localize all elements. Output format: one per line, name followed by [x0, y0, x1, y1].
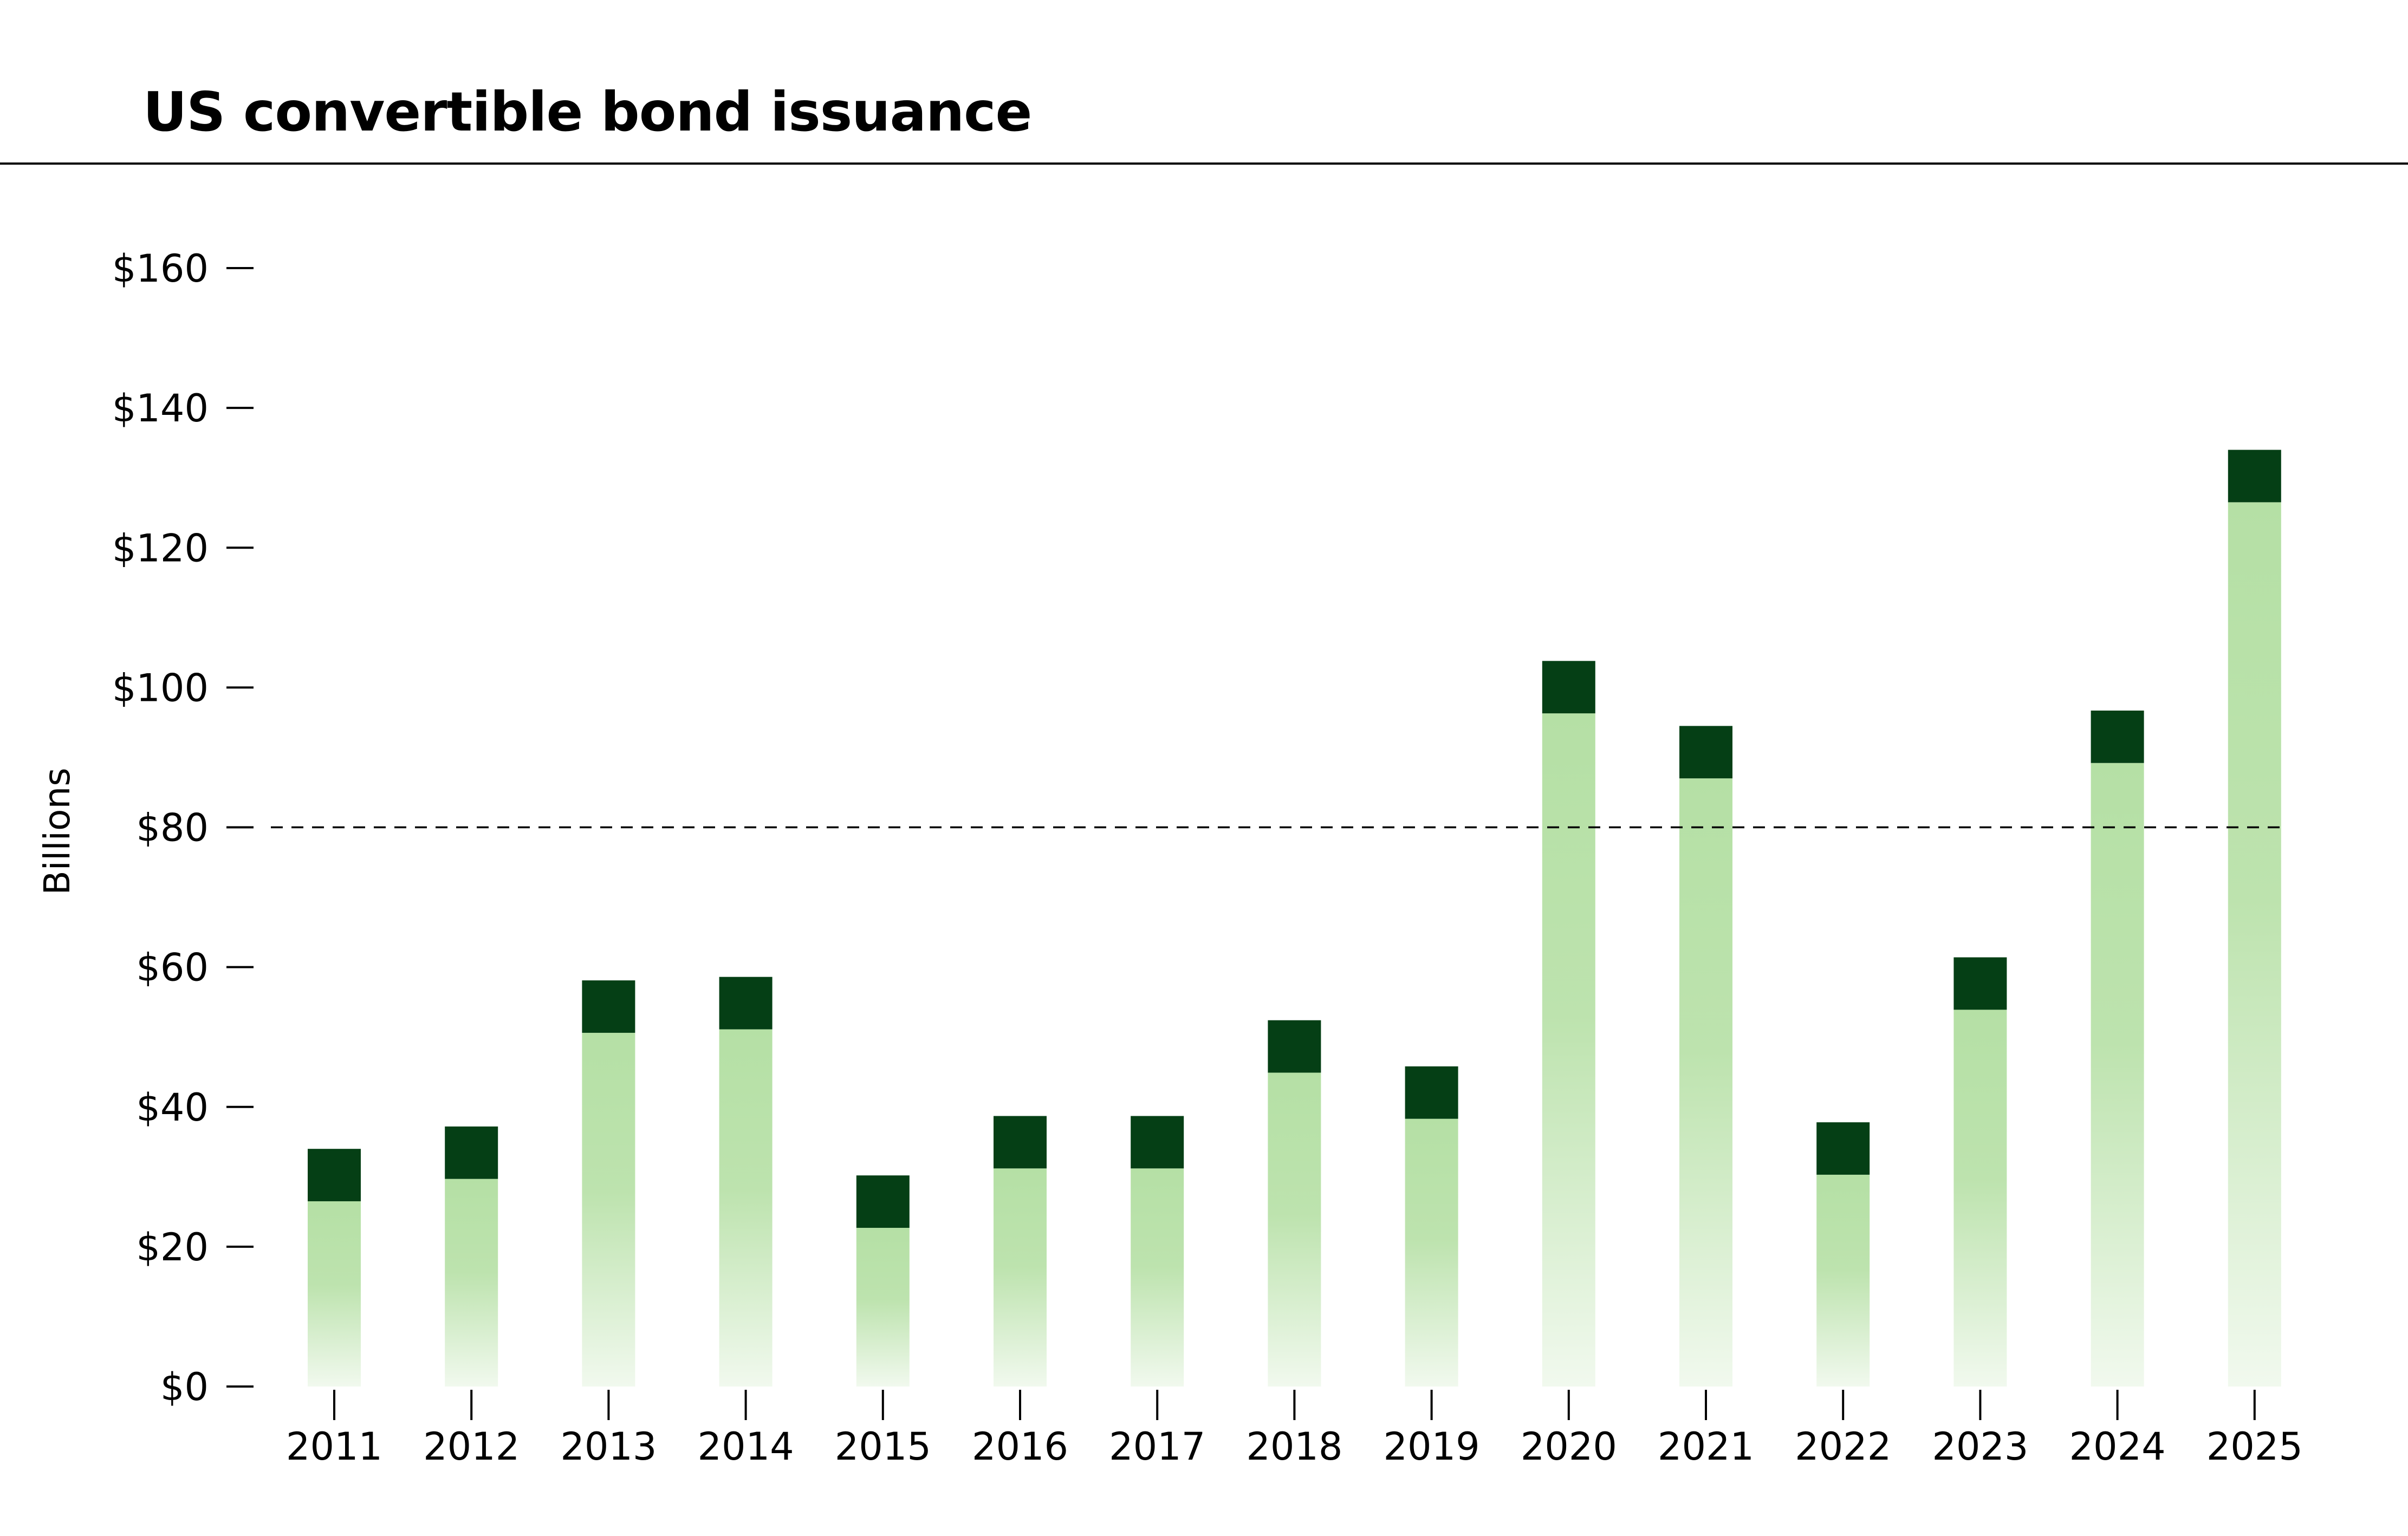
x-tick-label: 2014	[698, 1424, 794, 1469]
bar-base-2018	[1268, 1072, 1321, 1387]
y-tick-label: $20	[136, 1225, 209, 1270]
bar-base-2023	[1953, 1010, 2007, 1387]
x-tick-label: 2017	[1109, 1424, 1205, 1469]
x-tick-label: 2013	[560, 1424, 657, 1469]
bar-top-2014	[719, 977, 773, 1030]
x-tick-label: 2023	[1932, 1424, 2028, 1469]
x-tick-label: 2018	[1246, 1424, 1342, 1469]
bar-top-2024	[2091, 710, 2144, 763]
bars-layer	[308, 450, 2281, 1387]
x-tick-label: 2022	[1795, 1424, 1891, 1469]
bar-top-2015	[856, 1175, 910, 1228]
bar-top-2025	[2228, 450, 2281, 503]
bar-top-2016	[994, 1116, 1047, 1169]
bar-top-2017	[1131, 1116, 1184, 1169]
bar-top-2021	[1679, 726, 1732, 779]
bar-base-2011	[308, 1201, 361, 1387]
bar-base-2020	[1542, 713, 1595, 1387]
bar-base-2016	[994, 1168, 1047, 1387]
bar-base-2022	[1816, 1174, 1870, 1387]
bar-base-2024	[2091, 763, 2144, 1387]
bar-top-2022	[1816, 1122, 1870, 1175]
y-tick-label: $100	[112, 666, 209, 710]
axis-layer: $0 $20 $40 $60 $80 $100 $120 $140 $160 Billions 20…	[36, 246, 2303, 1469]
x-tick-label: 2019	[1384, 1424, 1480, 1469]
x-tick-label: 2012	[423, 1424, 520, 1469]
bar-base-2021	[1679, 778, 1732, 1387]
x-tick-label: 2024	[2069, 1424, 2166, 1469]
bar-base-2019	[1405, 1118, 1458, 1387]
bar-base-2013	[582, 1032, 635, 1387]
bar-base-2025	[2228, 502, 2281, 1387]
bar-top-2020	[1542, 661, 1595, 714]
y-tick-label: $0	[160, 1365, 209, 1409]
chart-title: US convertible bond issuance	[143, 80, 1032, 144]
x-tick-label: 2016	[972, 1424, 1068, 1469]
bar-base-2017	[1131, 1168, 1184, 1387]
y-tick-label: $60	[136, 946, 209, 990]
y-tick-label: $140	[112, 386, 209, 431]
bar-base-2012	[445, 1179, 498, 1387]
y-axis-title: Billions	[36, 767, 78, 895]
bar-top-2018	[1268, 1020, 1321, 1073]
title-divider	[0, 162, 2408, 165]
x-tick-label: 2011	[286, 1424, 382, 1469]
bar-top-2012	[445, 1126, 498, 1179]
y-tick-label: $120	[112, 526, 209, 570]
bar-top-2013	[582, 980, 635, 1033]
bar-base-2014	[719, 1029, 773, 1387]
x-tick-label: 2025	[2206, 1424, 2303, 1469]
y-tick-label: $80	[136, 806, 209, 850]
x-tick-label: 2020	[1521, 1424, 1617, 1469]
x-tick-label: 2015	[835, 1424, 931, 1469]
bar-top-2023	[1953, 957, 2007, 1010]
bar-base-2015	[856, 1228, 910, 1387]
bar-top-2019	[1405, 1066, 1458, 1119]
bar-top-2011	[308, 1149, 361, 1201]
y-tick-label: $40	[136, 1085, 209, 1130]
x-tick-label: 2021	[1658, 1424, 1754, 1469]
y-tick-label: $160	[112, 246, 209, 291]
